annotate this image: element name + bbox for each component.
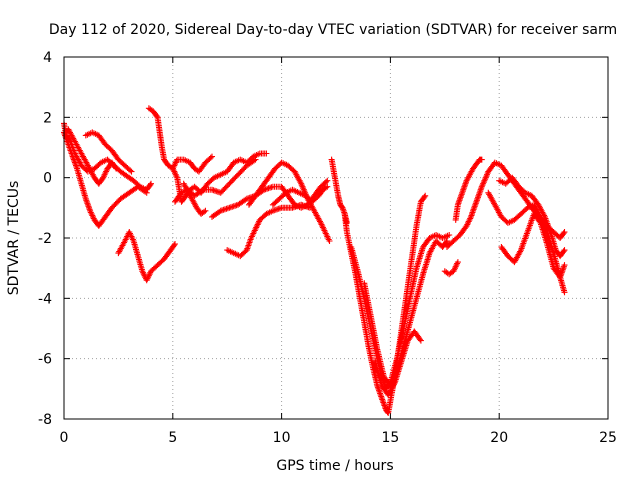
- x-tick-label: 10: [273, 430, 291, 446]
- plus-markers: [498, 210, 568, 281]
- chart-title: Day 112 of 2020, Sidereal Day-to-day VTE…: [49, 22, 617, 38]
- plus-markers: [441, 259, 461, 278]
- plus-markers: [65, 126, 120, 187]
- plus-markers: [452, 156, 485, 223]
- x-axis-label: GPS time / hours: [276, 458, 393, 474]
- y-tick-label: 4: [43, 50, 52, 66]
- series-arc-3: [65, 126, 120, 187]
- y-axis-label: SDTVAR / TECUs: [6, 181, 22, 296]
- series-arc-17: [361, 238, 450, 389]
- plus-markers: [82, 129, 135, 175]
- series-arc-18: [372, 328, 424, 398]
- x-tick-label: 20: [490, 430, 508, 446]
- plus-markers: [180, 180, 209, 217]
- series-arc-24: [498, 210, 568, 281]
- plus-markers: [172, 156, 259, 205]
- plus-markers: [361, 238, 450, 389]
- grid-lines: [64, 57, 608, 419]
- series-arc-20: [452, 156, 485, 223]
- y-tick-label: -8: [38, 412, 52, 428]
- plus-markers: [372, 328, 424, 398]
- series-arc-23: [496, 174, 568, 260]
- plus-markers: [496, 174, 568, 260]
- data-series: [61, 105, 568, 416]
- plus-markers: [444, 159, 568, 296]
- x-tick-label: 0: [60, 430, 69, 446]
- series-arc-9: [180, 180, 209, 217]
- series-arc-4: [82, 129, 135, 175]
- series-arc-19: [441, 259, 461, 278]
- plot-frame: [63, 56, 609, 420]
- plus-markers: [115, 229, 178, 284]
- y-tick-label: -6: [38, 352, 52, 368]
- y-tick-label: -4: [38, 291, 52, 307]
- y-tick-label: -2: [38, 231, 52, 247]
- plus-markers: [269, 183, 331, 208]
- series-arc-5: [115, 229, 178, 284]
- y-tick-label: 2: [43, 110, 52, 126]
- x-tick-label: 5: [168, 430, 177, 446]
- series-arc-13: [269, 183, 331, 208]
- x-tick-label: 15: [381, 430, 399, 446]
- series-arc-8: [172, 156, 259, 205]
- x-tick-label: 25: [599, 430, 617, 446]
- series-arc-21: [444, 159, 568, 296]
- y-tick-label: 0: [43, 171, 52, 187]
